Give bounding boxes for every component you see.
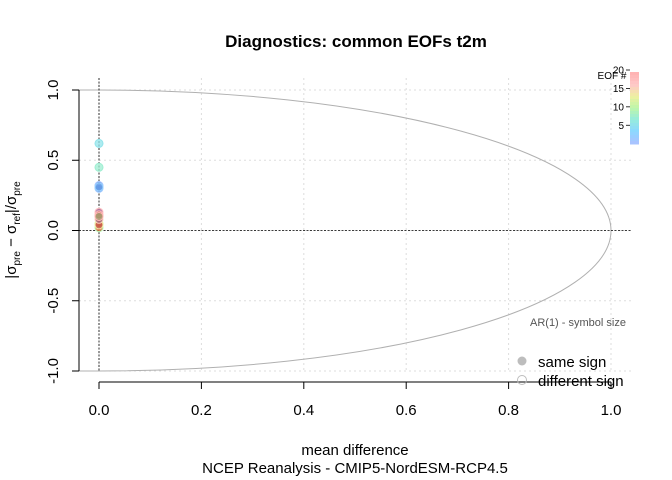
x-tick-label-1: 0.2 [191,402,212,419]
colorbar-segment-2 [630,78,639,82]
colorbar-segment-5 [630,87,639,91]
y-axis-label: |σpre − σref|/σpre [3,181,23,279]
y-tick-label-4: -1.0 [45,358,62,384]
colorbar-segment-22 [630,138,639,142]
x-ticks: 0.0 0.2 0.4 0.6 0.8 1.0 [89,382,622,419]
colorbar-segment-17 [630,123,639,127]
colorbar-segment-19 [630,129,639,133]
y-ticks: 1.0 0.5 0.0 -0.5 -1.0 [45,80,79,384]
colorbar-segment-13 [630,111,639,115]
colorbar-segment-11 [630,105,639,109]
data-point-3 [94,138,104,148]
legend: AR(1) - symbol size same sign different … [517,317,626,390]
data-point-11 [94,211,104,221]
colorbar-tick-label-1: 15 [613,84,625,95]
data-point-2 [94,182,104,192]
y-tick-label-3: -0.5 [45,288,62,314]
colorbar-tick-label-3: 5 [618,121,624,132]
colorbar-segment-9 [630,99,639,103]
colorbar-segment-14 [630,114,639,118]
colorbar: EOF # 20 15 10 5 [598,66,639,145]
colorbar-segment-10 [630,102,639,106]
x-tick-label-2: 0.4 [293,402,314,419]
x-tick-label-5: 1.0 [601,402,622,419]
chart-title: Diagnostics: common EOFs t2m [225,32,487,51]
y-tick-label-2: 0.0 [45,220,62,241]
colorbar-segment-18 [630,126,639,130]
colorbar-segment-12 [630,108,639,112]
legend-item-different-sign: different sign [538,373,624,390]
legend-open-symbol [517,375,527,385]
colorbar-segment-8 [630,96,639,100]
x-tick-label-0: 0.0 [89,402,110,419]
colorbar-segment-7 [630,93,639,97]
y-tick-label-1: 0.5 [45,150,62,171]
colorbar-title: EOF # [598,71,627,82]
x-axis-label: mean difference [301,442,408,459]
colorbar-segment-4 [630,84,639,88]
colorbar-tick-label-2: 10 [613,102,625,113]
y-tick-label-0: 1.0 [45,80,62,101]
colorbar-segment-0 [630,72,639,76]
colorbar-segment-3 [630,81,639,85]
data-point-4 [94,162,104,172]
colorbar-tick-label-0: 20 [613,66,625,77]
x-tick-label-3: 0.6 [396,402,417,419]
x-tick-label-4: 0.8 [498,402,519,419]
colorbar-segment-23 [630,141,639,145]
legend-item-same-sign: same sign [538,354,606,371]
colorbar-segment-6 [630,90,639,94]
legend-header: AR(1) - symbol size [530,317,626,329]
legend-filled-symbol [517,356,527,366]
colorbar-segment-20 [630,132,639,136]
colorbar-segment-16 [630,120,639,124]
data-points [94,138,104,233]
colorbar-segment-1 [630,75,639,79]
colorbar-segment-15 [630,117,639,121]
chart-subtitle: NCEP Reanalysis - CMIP5-NordESM-RCP4.5 [202,460,508,477]
colorbar-segment-21 [630,135,639,139]
